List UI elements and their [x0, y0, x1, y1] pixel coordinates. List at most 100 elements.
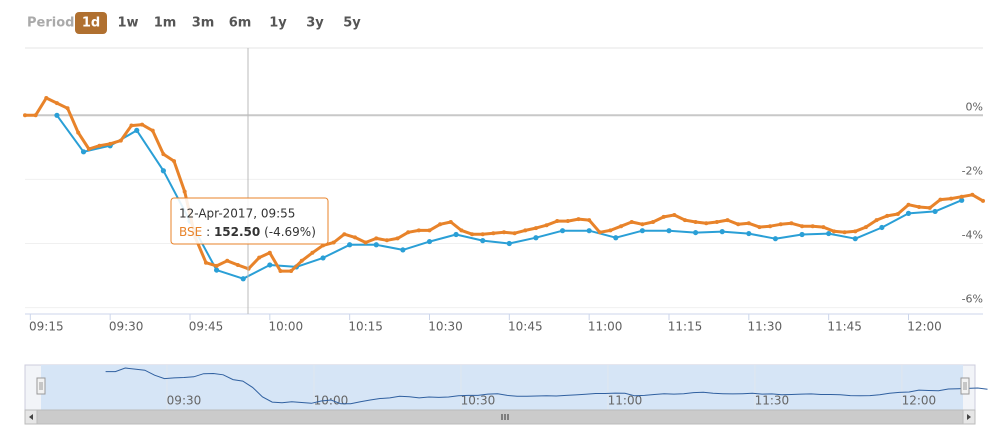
point: [502, 230, 506, 235]
period-buttons: 1d 1w 1m 3m 6m 1y 3y 5y: [75, 12, 361, 34]
navigator-tick-label: 12:00: [902, 394, 937, 408]
navigator-selection[interactable]: [41, 365, 963, 410]
period-button[interactable]: 1y: [269, 16, 287, 31]
point: [347, 242, 353, 248]
point: [906, 202, 911, 207]
point: [533, 226, 538, 231]
series-line: [56, 114, 963, 280]
point: [203, 260, 208, 265]
period-button-bg[interactable]: [75, 12, 107, 34]
period-button[interactable]: 3m: [192, 16, 215, 31]
point: [506, 240, 512, 247]
tooltip-date: 12-Apr-2017, 09:55: [179, 207, 295, 221]
point: [661, 214, 666, 219]
point: [959, 197, 965, 203]
x-tick-label: 09:45: [189, 320, 224, 334]
period-button[interactable]: 5y: [343, 16, 361, 31]
point: [134, 127, 140, 133]
point: [182, 189, 187, 194]
point: [672, 212, 677, 217]
point: [587, 218, 592, 223]
plot-area: 0% -2% -4% -6% 09:15 09:30 09:45 10:00 10:15 10:3…: [23, 95, 985, 334]
point: [342, 232, 347, 237]
point: [826, 230, 832, 237]
point: [150, 128, 155, 133]
point: [523, 228, 528, 233]
period-button[interactable]: 1m: [154, 16, 177, 31]
period-button[interactable]: 1d: [82, 16, 100, 31]
point: [682, 218, 687, 223]
x-tick-label: 10:00: [269, 320, 304, 334]
scrollbar-thumb[interactable]: [36, 409, 964, 425]
navigator-line: [105, 367, 988, 405]
point: [693, 229, 699, 236]
point: [651, 220, 656, 225]
point: [842, 230, 847, 235]
period-button[interactable]: 6m: [229, 16, 252, 31]
point: [65, 106, 70, 111]
point: [373, 242, 379, 248]
point: [395, 236, 400, 241]
point: [289, 269, 294, 274]
point: [640, 222, 645, 227]
point: [800, 224, 805, 229]
tooltip-row: BSE : 152.50 (-4.69%): [179, 225, 316, 239]
point: [597, 230, 602, 235]
navigator-handle-left[interactable]: [36, 377, 46, 395]
period-button[interactable]: 3y: [306, 16, 324, 31]
navigator-tick-label: 11:00: [608, 394, 643, 408]
point: [666, 228, 672, 234]
point: [480, 232, 485, 237]
navigator-handle-right[interactable]: [960, 377, 970, 395]
point: [821, 225, 826, 230]
tooltip-separator: :: [206, 225, 210, 239]
point: [448, 220, 453, 225]
series-line: [25, 96, 984, 273]
point: [746, 230, 752, 237]
point: [608, 228, 613, 233]
point: [331, 240, 336, 245]
y-tick-label: 0%: [966, 100, 983, 113]
point: [23, 113, 27, 118]
point: [44, 95, 49, 100]
point: [427, 228, 432, 233]
point: [613, 235, 619, 241]
point: [160, 168, 166, 174]
point: [949, 196, 954, 201]
y-tick-label: -6%: [962, 293, 983, 306]
point: [108, 141, 113, 146]
point: [54, 112, 60, 118]
point: [406, 230, 411, 235]
tooltip-box: [170, 197, 329, 245]
point: [214, 267, 220, 273]
point: [555, 219, 560, 224]
point: [257, 255, 262, 260]
point: [240, 276, 246, 282]
navigator-tick-label: 10:30: [461, 394, 496, 408]
point: [470, 232, 475, 237]
x-tick-label: 12:00: [907, 320, 942, 334]
point: [629, 220, 634, 225]
tooltip-series: BSE: [179, 225, 202, 239]
point: [981, 198, 985, 203]
y-tick-label: -2%: [962, 164, 983, 177]
point: [768, 224, 773, 229]
x-tick-label: 11:15: [668, 320, 703, 334]
point: [853, 229, 858, 234]
point: [719, 229, 725, 235]
point: [453, 231, 459, 238]
point: [278, 269, 283, 274]
point: [400, 247, 406, 253]
point: [140, 122, 145, 127]
tooltip-value: 152.50: [214, 225, 260, 239]
point: [905, 210, 912, 216]
period-button[interactable]: 1w: [117, 16, 138, 31]
point: [938, 197, 943, 202]
x-tick-label: 10:30: [428, 320, 463, 334]
point: [129, 123, 134, 128]
point: [746, 221, 751, 226]
point: [693, 220, 698, 225]
point: [725, 218, 730, 223]
